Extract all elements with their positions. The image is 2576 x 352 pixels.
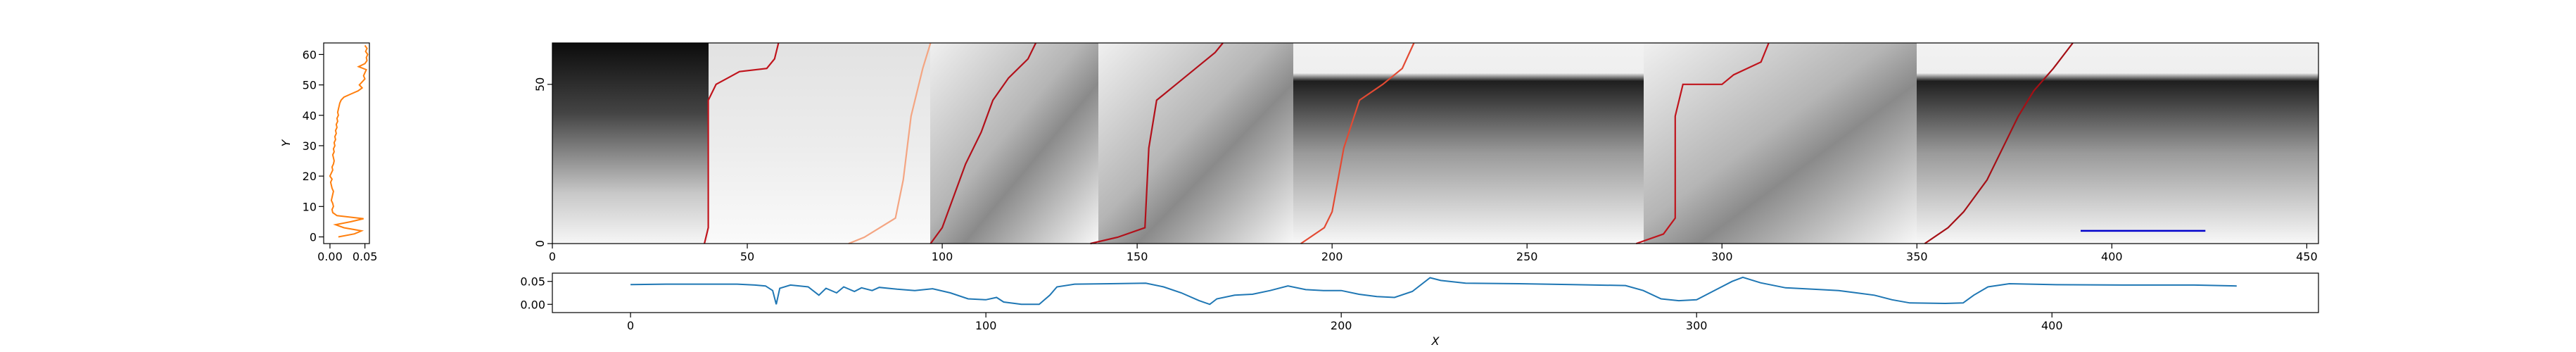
- heatmap-block: [1917, 43, 2318, 244]
- x-tick-label: 50: [740, 250, 754, 263]
- axes-frame: [552, 272, 2319, 313]
- heatmap-block: [552, 43, 709, 244]
- y-tick-label: 0: [533, 240, 547, 247]
- series-line: [329, 44, 369, 238]
- heatmap-block: [1644, 43, 1917, 244]
- y-tick-label: 0: [310, 231, 317, 244]
- heatmap-block: [709, 43, 930, 244]
- y-tick-label: 0.05: [520, 275, 545, 289]
- warping-path: [848, 42, 932, 245]
- x-tick-label: 400: [2101, 250, 2123, 263]
- y-axis-label: Y: [279, 139, 293, 146]
- axes-frame: [323, 42, 370, 244]
- heatmap-block: [1293, 43, 1644, 244]
- x-tick-label: 450: [2296, 250, 2318, 263]
- warping-path: [1300, 42, 1415, 244]
- x-tick-label: 300: [1711, 250, 1733, 263]
- heatmap-block: [1098, 43, 1293, 244]
- y-tick-label: 20: [303, 170, 317, 183]
- x-tick-label: 0.05: [353, 250, 378, 263]
- x-tick-label: 300: [1686, 319, 1708, 332]
- x-tick-label: 100: [932, 250, 953, 263]
- y-tick-label: 30: [303, 139, 317, 153]
- warping-path: [704, 42, 780, 244]
- warping-path: [1924, 42, 2074, 244]
- y-tick-label: 40: [303, 109, 317, 122]
- warping-path: [1090, 42, 1224, 245]
- x-tick-label: 400: [2041, 319, 2063, 332]
- x-tick-label: 250: [1516, 250, 1538, 263]
- warping-path: [1636, 42, 1770, 245]
- warping-path: [929, 42, 1037, 244]
- axes-frame: [552, 42, 2319, 244]
- x-tick-label: 0.00: [317, 250, 343, 263]
- y-tick-label: 0.00: [520, 298, 545, 311]
- y-tick-label: 10: [303, 200, 317, 213]
- y-tick-label: 60: [303, 48, 317, 61]
- series-line: [630, 276, 2237, 306]
- x-tick-label: 0: [627, 319, 634, 332]
- x-axis-label: X: [1431, 334, 1440, 348]
- x-tick-label: 150: [1127, 250, 1148, 263]
- heatmap-block: [930, 43, 1098, 244]
- x-tick-label: 350: [1906, 250, 1928, 263]
- x-tick-label: 100: [975, 319, 997, 332]
- heatmap-image: [552, 43, 2318, 244]
- x-tick-label: 0: [549, 250, 556, 263]
- x-tick-label: 200: [1331, 319, 1352, 332]
- x-tick-label: 200: [1321, 250, 1343, 263]
- y-tick-label: 50: [303, 79, 317, 92]
- y-tick-label: 50: [533, 77, 547, 92]
